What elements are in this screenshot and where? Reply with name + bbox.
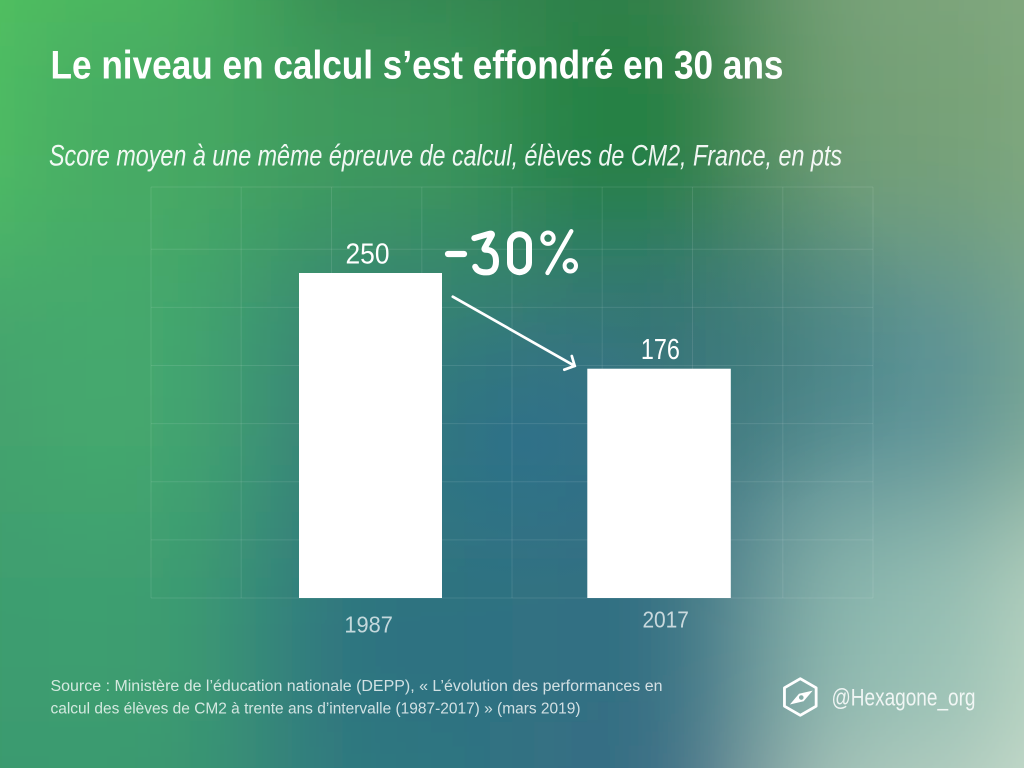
svg-text:Score moyen à une même épreuve: Score moyen à une même épreuve de calcul… xyxy=(49,140,842,173)
svg-text:Le niveau en calcul s’est effo: Le niveau en calcul s’est effondré en 30… xyxy=(51,43,784,88)
svg-text:Source : Ministère de l’éducat: Source : Ministère de l’éducation nation… xyxy=(51,678,663,695)
svg-text:1987: 1987 xyxy=(344,612,393,638)
svg-text:176: 176 xyxy=(641,334,680,366)
svg-text:2017: 2017 xyxy=(642,607,689,633)
svg-text:calcul des élèves de CM2 à tre: calcul des élèves de CM2 à trente ans d’… xyxy=(51,701,581,718)
svg-text:250: 250 xyxy=(346,238,390,270)
svg-text:@Hexagone_org: @Hexagone_org xyxy=(832,684,976,711)
